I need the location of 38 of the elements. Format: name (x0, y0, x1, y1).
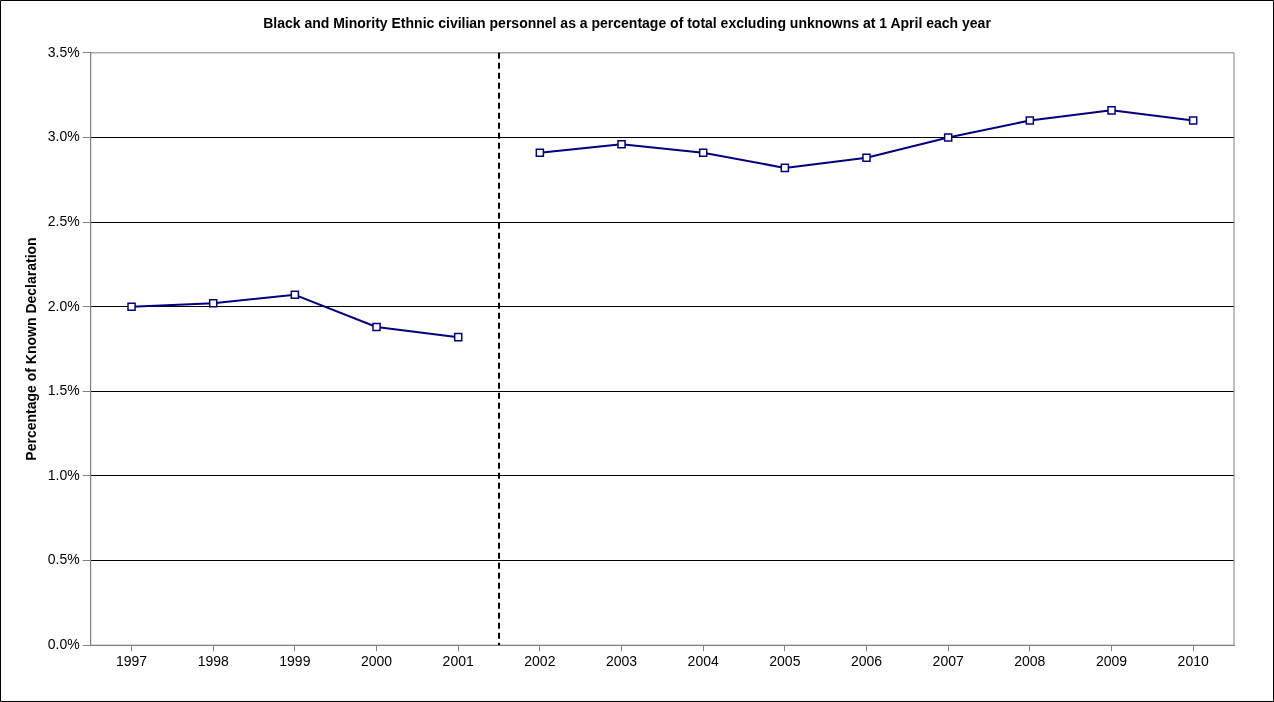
y-tick-label: 0.5% (47, 551, 80, 568)
y-tick-label: 3.0% (47, 128, 80, 145)
x-tick-label: 1998 (197, 653, 229, 670)
point (617, 139, 626, 149)
x-tick-label: 1999 (279, 653, 311, 670)
point (290, 290, 300, 300)
y-tick-label: 2.5% (47, 212, 80, 229)
x-tick-label: 2005 (769, 653, 801, 670)
y-axis-title: Percentage of Known Declaration (23, 237, 40, 461)
x-tick-label: 2009 (1095, 653, 1128, 670)
y-tick-label: 1.0% (47, 466, 80, 483)
x-tick-label: 2006 (850, 653, 883, 670)
x-tick-label: 2010 (1177, 653, 1209, 670)
point (127, 302, 136, 311)
x-tick-label: 1997 (115, 653, 148, 670)
x-tick-label: 2004 (687, 653, 719, 670)
x-tick-label: 2007 (932, 653, 964, 670)
point (453, 332, 463, 342)
point (1107, 106, 1116, 115)
point (943, 133, 953, 142)
point (780, 163, 790, 173)
x-tick-label: 2002 (524, 653, 556, 670)
point (208, 299, 218, 308)
x-tick-label: 2000 (360, 653, 393, 670)
point (1025, 116, 1035, 125)
y-tick-label: 3.5% (47, 43, 80, 60)
point (698, 148, 708, 157)
point (862, 153, 871, 163)
point (535, 148, 545, 157)
point (1188, 116, 1198, 125)
y-tick-label: 1.5% (47, 382, 80, 399)
point (372, 322, 381, 332)
y-tick-label: 2.0% (47, 297, 80, 314)
x-tick-label: 2008 (1014, 653, 1046, 670)
y-tick-label: 0.0% (47, 636, 80, 653)
chart-title: Black and Minority Ethnic civilian personnel as a percentage of total excluding unknowns at 1 April each year (263, 15, 992, 32)
x-tick-label: 2003 (605, 653, 638, 670)
x-tick-label: 2001 (442, 653, 474, 670)
